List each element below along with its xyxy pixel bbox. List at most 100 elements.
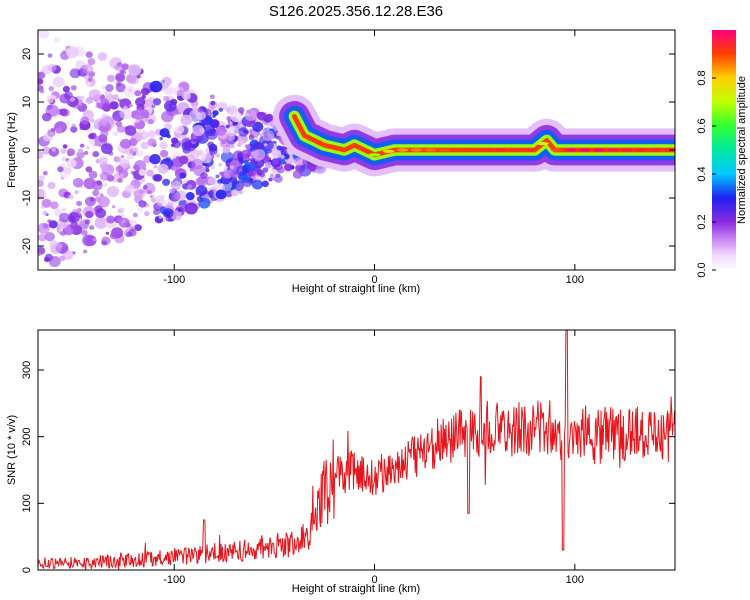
spectrogram-noise-blob xyxy=(250,146,256,152)
spectrogram-noise-blob xyxy=(153,209,160,216)
spectrogram-noise-blob xyxy=(116,125,126,133)
spectrogram-noise-blob xyxy=(212,110,219,116)
spectrogram-noise-blob xyxy=(101,236,111,246)
snr-y-tick-label: 300 xyxy=(21,361,33,379)
spectrogram-noise-blob xyxy=(144,211,150,217)
spectrogram-noise-blob xyxy=(209,147,218,155)
spectrogram-noise-blob xyxy=(185,192,195,201)
spectrogram-noise-blob xyxy=(59,255,66,262)
spectrogram-noise-blob xyxy=(87,58,96,66)
spectrogram-noise-blob xyxy=(218,107,224,112)
spectrogram-noise-blob xyxy=(77,96,82,100)
spectrogram-ridge-peak xyxy=(438,148,451,152)
spectrogram-noise-blob xyxy=(163,95,170,102)
spectrogram-noise-blob xyxy=(292,169,303,179)
spectrogram-noise-blob xyxy=(99,156,108,165)
spectrogram-ridge-peak xyxy=(494,148,507,152)
spectrogram-noise-blob xyxy=(71,123,76,128)
spectrogram-noise-blob xyxy=(146,89,151,93)
spectrogram-noise-blob xyxy=(128,63,142,76)
snr-panel: -100 0 100 0 100 200 300 Height of straight l… xyxy=(6,329,676,595)
spectrogram-noise-blob xyxy=(69,97,76,102)
spectrogram-x-label: Height of straight line (km) xyxy=(292,283,420,295)
spectrogram-ridge-peak xyxy=(368,153,381,157)
spectrogram-noise-blob xyxy=(119,98,132,110)
spectrogram-noise-blob xyxy=(65,46,79,58)
spectrogram-noise-blob xyxy=(84,75,89,80)
spectrogram-noise-blob xyxy=(142,185,148,190)
spectrogram-ridge xyxy=(272,94,675,177)
spectrogram-noise-blob xyxy=(251,179,263,190)
spectrogram-noise-blob xyxy=(96,180,102,186)
spectrogram-noise-blob xyxy=(92,189,100,197)
spectrogram-noise-blob xyxy=(177,208,182,212)
spectrogram-noise-blob xyxy=(269,173,274,178)
spectrogram-noise-blob xyxy=(136,74,141,79)
spectrogram-noise-blob xyxy=(215,153,220,158)
spectrogram-noise-blob xyxy=(140,141,149,150)
spectrogram-noise-blob xyxy=(179,172,187,179)
spectrogram-noise-blob xyxy=(244,144,249,148)
spectrogram-noise-blob xyxy=(140,109,150,118)
spectrogram-noise-blob xyxy=(106,186,119,198)
spectrogram-noise-blob xyxy=(307,162,317,172)
spectrogram-noise-blob xyxy=(62,85,70,93)
spectrogram-noise-blob xyxy=(70,126,78,133)
spectrogram-noise-blob xyxy=(169,188,176,194)
spectrogram-noise-blob xyxy=(149,154,161,165)
figure-title: S126.2025.356.12.28.E36 xyxy=(269,3,443,20)
spectrogram-noise-blob xyxy=(50,201,59,210)
spectrogram-noise-blob xyxy=(158,214,163,219)
spectrogram-noise-blob xyxy=(119,159,130,169)
spectrogram-noise-blob xyxy=(268,177,273,182)
spectrogram-noise-blob xyxy=(115,121,123,127)
spectrogram-noise-blob xyxy=(84,235,97,247)
spectrogram-noise-blob xyxy=(125,73,137,84)
spectrogram-noise-blob xyxy=(135,97,146,107)
spectrogram-noise-blob xyxy=(139,131,149,140)
spectrogram-noise-blob xyxy=(181,204,185,208)
colorbar-tick-label: 0.6 xyxy=(696,118,708,133)
spectrogram-noise-blob xyxy=(211,132,216,136)
spectrogram-noise-blob xyxy=(99,193,104,197)
spectrogram-x-tick-label: -100 xyxy=(163,274,185,286)
spectrogram-noise-blob xyxy=(265,113,274,122)
spectrogram-noise-blob xyxy=(247,169,257,177)
snr-x-tick-label: 0 xyxy=(371,574,377,586)
spectrogram-noise-blob xyxy=(159,128,170,138)
spectrogram-noise-blob xyxy=(92,151,100,158)
spectrogram-noise-blob xyxy=(98,125,106,132)
spectrogram-ridge-peak xyxy=(634,148,647,152)
spectrogram-noise-blob xyxy=(85,51,93,58)
spectrogram-noise-blob xyxy=(115,72,126,82)
spectrogram-noise-blob xyxy=(79,143,85,148)
spectrogram-noise-blob xyxy=(230,111,243,123)
spectrogram-noise-blob xyxy=(99,172,110,181)
spectrogram-noise-blob xyxy=(94,196,102,202)
spectrogram-noise-blob xyxy=(132,146,139,152)
spectrogram-noise-blob xyxy=(159,149,169,158)
spectrogram-noise-blob xyxy=(81,229,88,236)
spectrogram-noise-blob xyxy=(38,188,47,200)
spectrogram-noise-blob xyxy=(68,194,74,200)
spectrogram-noise-blob xyxy=(97,52,108,61)
spectrogram-noise-blob xyxy=(88,170,98,179)
spectrogram-ridge-peak xyxy=(592,148,605,152)
spectrogram-noise-blob xyxy=(38,175,45,181)
spectrogram-noise-blob xyxy=(130,170,136,175)
spectrogram-noise-blob xyxy=(112,131,119,137)
spectrogram-noise-blob xyxy=(60,148,67,155)
colorbar-tick-label: 0.2 xyxy=(696,214,708,229)
spectrogram-noise-blob xyxy=(115,83,126,93)
spectrogram-noise-blob xyxy=(112,205,116,209)
spectrogram-ridge-peak xyxy=(452,148,465,152)
spectrogram-noise-blob xyxy=(67,211,80,223)
spectrogram-noise-blob xyxy=(94,135,108,147)
spectrogram-noise-blob xyxy=(161,194,165,198)
spectrogram-noise-blob xyxy=(139,189,145,194)
spectrogram-noise-blob xyxy=(42,112,52,122)
spectrogram-noise-blob xyxy=(99,162,109,170)
colorbar-label: Normalized spectral amplitude xyxy=(736,76,748,224)
spectrogram-noise-blob xyxy=(238,190,243,195)
